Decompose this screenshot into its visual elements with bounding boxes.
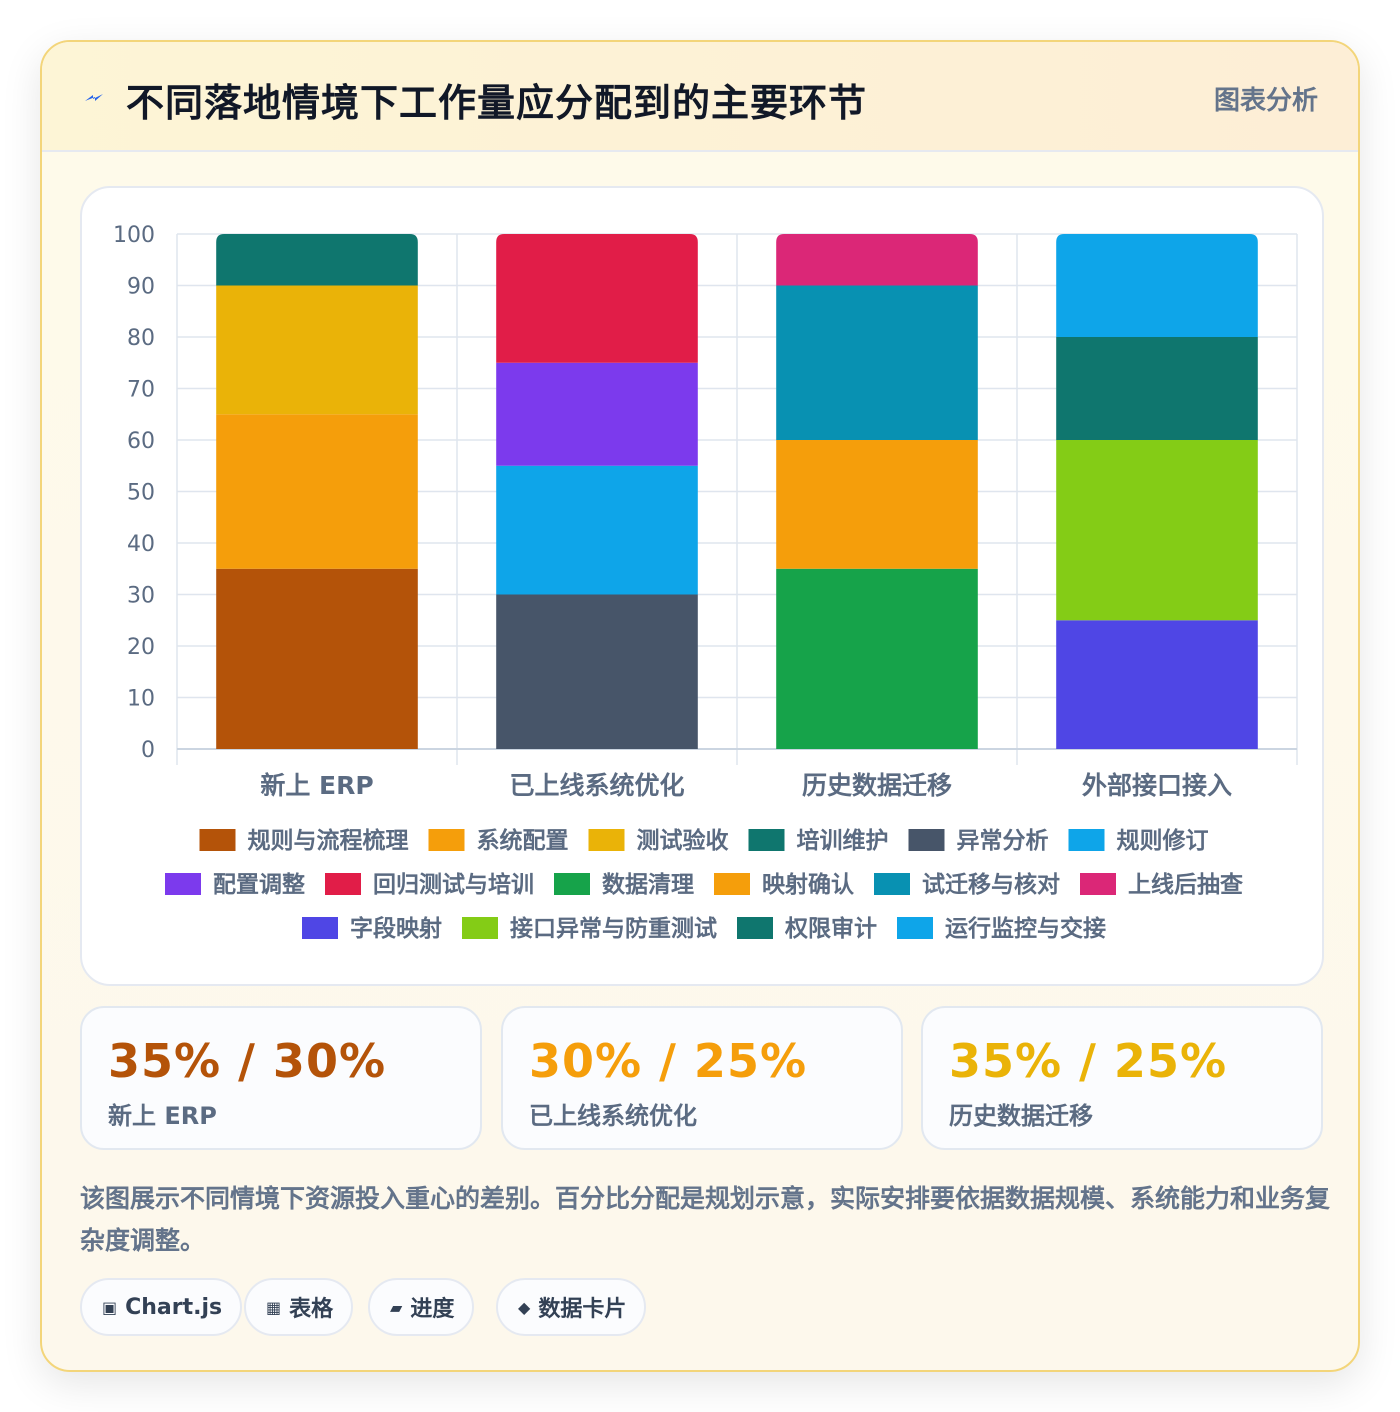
stat-card-system-optimization: 30% / 25% 已上线系统优化: [501, 1006, 903, 1150]
legend-label: 异常分析: [957, 828, 1049, 854]
chip-label: 表格: [289, 1297, 334, 1322]
x-tick-label: 外部接口接入: [1082, 771, 1232, 800]
stat-label: 已上线系统优化: [529, 1102, 697, 1130]
legend-label: 系统配置: [477, 827, 569, 854]
bar-segment: [1056, 234, 1258, 337]
legend-label: 试迁移与核对: [922, 871, 1060, 898]
x-tick-label: 已上线系统优化: [509, 771, 684, 800]
legend-swatch: [714, 873, 750, 895]
legend-swatch: [1068, 829, 1105, 851]
chip-data-card[interactable]: ◆ 数据卡片: [496, 1278, 647, 1336]
legend-swatch: [748, 829, 785, 851]
y-tick-label: 80: [127, 326, 155, 351]
y-tick-label: 100: [113, 223, 155, 248]
stat-card-data-migration: 35% / 25% 历史数据迁移: [921, 1006, 1323, 1150]
bar-segment: [216, 414, 418, 569]
legend-label: 数据清理: [602, 872, 694, 898]
bar-segment: [216, 568, 418, 749]
bar-segment: [496, 234, 698, 363]
legend-swatch: [737, 917, 773, 939]
legend-swatch: [428, 829, 465, 851]
legend-swatch: [325, 873, 361, 895]
chip-progress[interactable]: ▰ 进度: [368, 1278, 475, 1336]
x-tick-label: 新上 ERP: [260, 771, 373, 800]
bar-segment: [776, 285, 978, 440]
lightning-icon: [85, 94, 103, 101]
chip-label: Chart.js: [125, 1294, 223, 1320]
legend-swatch: [874, 873, 910, 895]
legend-label: 规则与流程梳理: [248, 827, 409, 854]
bar-segment: [216, 285, 418, 415]
legend-swatch: [908, 829, 945, 851]
y-tick-label: 60: [127, 429, 155, 454]
legend-label: 回归测试与培训: [373, 871, 534, 898]
legend-swatch: [199, 829, 236, 851]
legend-swatch: [165, 873, 201, 895]
stat-value: 30% / 25%: [529, 1034, 808, 1088]
legend-label: 权限审计: [784, 915, 877, 942]
legend-label: 上线后抽查: [1128, 871, 1243, 898]
legend-swatch: [897, 917, 933, 939]
legend-label: 培训维护: [797, 827, 889, 854]
y-tick-label: 90: [127, 275, 155, 300]
legend-label: 字段映射: [350, 915, 442, 942]
stat-label: 历史数据迁移: [949, 1102, 1093, 1130]
chart-card: 不同落地情境下工作量应分配到的主要环节 图表分析 0 10 20 30 40 50 60 70…: [40, 40, 1360, 1372]
legend-label: 接口异常与防重测试: [510, 915, 717, 942]
page-title: 不同落地情境下工作量应分配到的主要环节: [126, 81, 868, 125]
stat-label: 新上 ERP: [108, 1102, 217, 1130]
bar-segment: [776, 440, 978, 569]
bar-segment: [496, 594, 698, 749]
chart-description: 该图展示不同情境下资源投入重心的差别。百分比分配是规划示意，实际安排要依据数据规…: [80, 1184, 1331, 1255]
diamond-icon: ◆: [518, 1297, 531, 1317]
x-tick-label: 历史数据迁移: [802, 771, 952, 800]
bar-segment: [1056, 440, 1258, 621]
chip-square-icon: ▣: [102, 1297, 118, 1317]
chip-table[interactable]: ▦ 表格: [244, 1278, 354, 1336]
bar-segment: [1056, 337, 1258, 440]
legend-label: 测试验收: [637, 827, 729, 854]
y-tick-label: 30: [127, 584, 155, 609]
y-tick-label: 40: [127, 532, 155, 557]
legend-label: 规则修订: [1117, 827, 1209, 854]
y-tick-label: 20: [127, 635, 155, 660]
card-header: 不同落地情境下工作量应分配到的主要环节 图表分析: [42, 42, 1358, 152]
stat-value: 35% / 30%: [108, 1034, 387, 1088]
bar-segment: [496, 362, 698, 466]
legend-label: 配置调整: [213, 871, 305, 898]
chip-label: 数据卡片: [538, 1297, 627, 1322]
table-icon: ▦: [266, 1297, 282, 1317]
chart-analysis-tag: 图表分析: [1213, 86, 1318, 116]
legend-swatch: [1080, 873, 1116, 895]
legend-swatch: [462, 917, 498, 939]
y-tick-label: 50: [127, 481, 155, 506]
y-tick-label: 0: [141, 738, 155, 763]
legend-swatch: [554, 873, 590, 895]
bar-segment: [776, 568, 978, 749]
legend-swatch: [588, 829, 625, 851]
legend-label: 映射确认: [762, 871, 854, 898]
stat-value: 35% / 25%: [949, 1034, 1228, 1088]
chip-chartjs[interactable]: ▣ Chart.js: [80, 1278, 243, 1336]
legend-label: 运行监控与交接: [945, 915, 1106, 942]
stacked-bar-chart: 0 10 20 30 40 50 60 70 80 90 100 新上 ERP 已上线系统优化 历史数据迁…: [113, 223, 1298, 942]
legend-swatch: [302, 917, 338, 939]
y-tick-label: 70: [127, 378, 155, 403]
progress-icon: ▰: [390, 1297, 403, 1317]
bar-segment: [216, 234, 418, 286]
bar-segment: [496, 465, 698, 595]
bar-segment: [776, 234, 978, 286]
y-tick-label: 10: [127, 687, 155, 712]
chip-label: 进度: [410, 1297, 455, 1322]
bar-segment: [1056, 620, 1258, 749]
chart-container: 0 10 20 30 40 50 60 70 80 90 100 新上 ERP 已上线系统优化 历史数据迁…: [80, 186, 1324, 986]
stat-card-new-erp: 35% / 30% 新上 ERP: [80, 1006, 482, 1150]
